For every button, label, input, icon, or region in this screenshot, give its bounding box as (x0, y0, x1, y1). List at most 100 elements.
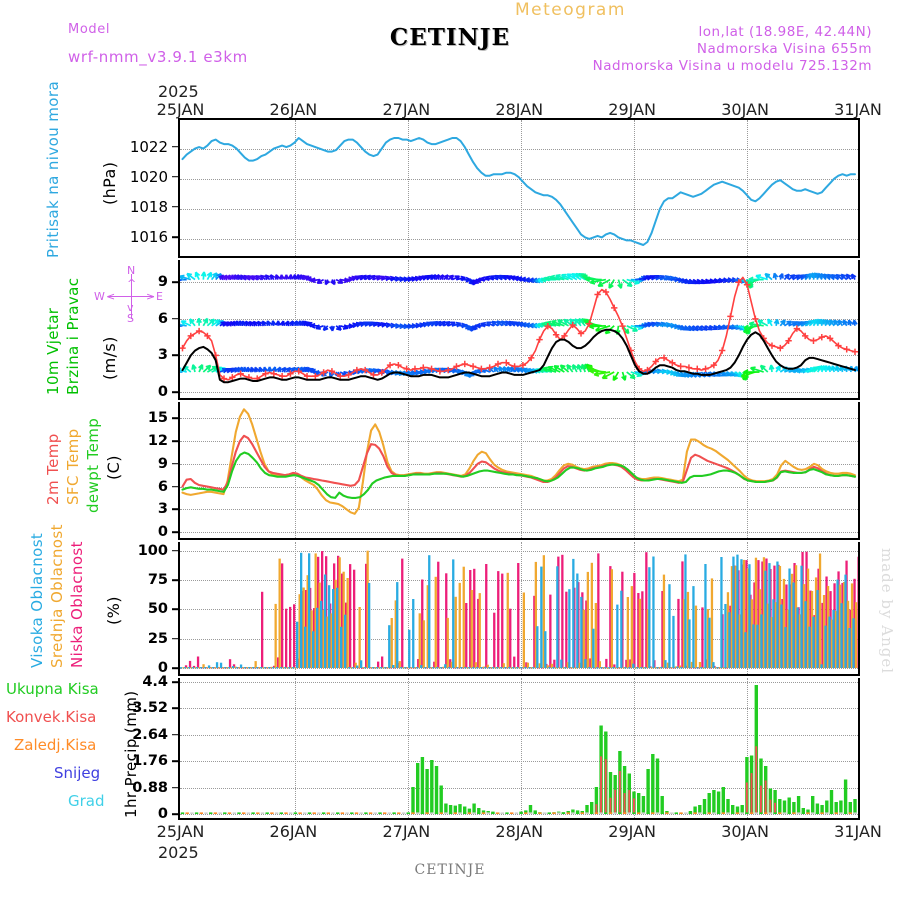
y-tick-label: 0 (157, 806, 168, 822)
plot-series (181, 408, 857, 515)
gridline-horizontal (180, 418, 858, 420)
panel-wind (178, 260, 860, 400)
date-tick-30jan: 30JAN (721, 100, 769, 119)
plot-series (180, 685, 857, 814)
gridline-vertical (747, 402, 749, 538)
gridline-horizontal (180, 787, 858, 789)
gridline-vertical (521, 260, 523, 398)
wind-side-label-2: Brzina i Pravac (64, 277, 82, 395)
gridline-vertical (747, 678, 749, 818)
station-lonlat: lon,lat (18.98E, 42.44N) (698, 24, 872, 40)
gridline-vertical (408, 260, 410, 398)
y-tick-mark (172, 391, 178, 393)
y-tick-mark (172, 485, 178, 488)
gridline-horizontal (180, 208, 858, 210)
date-tick-27jan: 27JAN (382, 822, 431, 841)
gridline-horizontal (180, 708, 858, 710)
cloud-bars (180, 550, 858, 669)
y-tick-mark (172, 440, 178, 442)
compass-north-label: N (127, 264, 136, 277)
y-tick-mark (172, 667, 178, 669)
gridline-horizontal (180, 463, 858, 465)
gridline-horizontal (180, 814, 858, 815)
model-value: wrf-nmm_v3.9.1 e3km (68, 48, 248, 66)
gridline-horizontal (180, 668, 858, 669)
gridline-vertical (521, 402, 523, 538)
y-tick-label: 1.76 (132, 753, 168, 770)
y-tick-mark (172, 760, 178, 762)
gridline-vertical (521, 542, 523, 674)
compass-south-label: S (127, 312, 134, 325)
y-tick-label: 2.64 (132, 726, 168, 743)
meteogram-heading: Meteogram (515, 0, 626, 20)
y-tick-label: 3.52 (132, 700, 168, 717)
gridline-vertical (295, 120, 297, 256)
y-tick-label: 75 (147, 572, 168, 589)
gridline-horizontal (180, 148, 858, 150)
date-tick-26jan: 26JAN (269, 822, 318, 841)
precip-legend-hail: Grad (68, 792, 105, 810)
plot-series (180, 271, 858, 384)
y-tick-label: 1016 (129, 227, 168, 246)
y-tick-mark (172, 318, 178, 320)
y-tick-mark (172, 734, 178, 736)
precip-legend-convective: Konvek.Kisa (6, 708, 97, 726)
date-tick-27jan: 27JAN (382, 100, 431, 119)
gridline-vertical (521, 120, 523, 256)
y-tick-label: 0 (157, 524, 168, 540)
gridline-horizontal (180, 682, 858, 683)
date-tick-31jan: 31JAN (834, 100, 882, 119)
axis-year-top: 2025 (158, 82, 199, 101)
axis-year-bottom: 2025 (158, 843, 199, 862)
gridline-vertical (521, 678, 523, 818)
gust-markers (180, 279, 858, 382)
gridline-vertical (747, 120, 749, 256)
y-tick-label: 3 (157, 501, 168, 518)
date-tick-29jan: 29JAN (608, 100, 657, 119)
date-tick-31jan: 31JAN (834, 822, 882, 841)
y-tick-mark (172, 417, 178, 420)
y-tick-label: 12 (147, 433, 168, 450)
y-tick-label: 25 (147, 630, 168, 647)
gridline-horizontal (180, 441, 858, 443)
date-tick-30jan: 30JAN (721, 822, 769, 841)
y-tick-mark (172, 579, 178, 581)
footer-station: CETINJE (414, 862, 486, 878)
gridline-vertical (408, 402, 410, 538)
y-tick-mark (172, 508, 178, 511)
y-tick-label: 50 (147, 601, 168, 618)
y-tick-mark (172, 236, 178, 238)
date-tick-28jan: 28JAN (495, 100, 544, 119)
gridline-horizontal (180, 282, 858, 284)
y-tick-label: 6 (157, 478, 168, 495)
watermark: made by Angel (878, 548, 896, 675)
gridline-vertical (408, 120, 410, 256)
y-tick-label: 1018 (129, 197, 168, 216)
y-tick-mark (172, 145, 178, 148)
gridline-vertical (634, 678, 636, 818)
y-tick-label: 1022 (129, 137, 168, 156)
date-tick-29jan: 29JAN (608, 822, 657, 841)
y-tick-mark (172, 175, 178, 178)
gridline-horizontal (180, 509, 858, 511)
date-tick-25jan: 25JAN (156, 822, 205, 841)
y-tick-mark (172, 608, 178, 611)
wind-barbs (180, 271, 858, 382)
y-tick-label: 0.88 (132, 779, 168, 796)
y-tick-label: 15 (147, 410, 168, 427)
gridline-horizontal (180, 761, 858, 763)
precip-bars (180, 685, 857, 814)
y-tick-label: 9 (157, 455, 168, 472)
compass-west-label: W (94, 290, 105, 303)
gridline-horizontal (180, 734, 858, 736)
plot-series (181, 137, 856, 246)
y-tick-mark (172, 281, 178, 284)
date-tick-28jan: 28JAN (495, 822, 544, 841)
y-tick-label: 0 (157, 660, 168, 676)
gridline-horizontal (180, 178, 858, 180)
date-tick-25jan: 25JAN (156, 100, 205, 119)
panel-clouds (178, 542, 860, 676)
y-tick-mark (172, 707, 178, 710)
y-tick-mark (172, 681, 178, 683)
